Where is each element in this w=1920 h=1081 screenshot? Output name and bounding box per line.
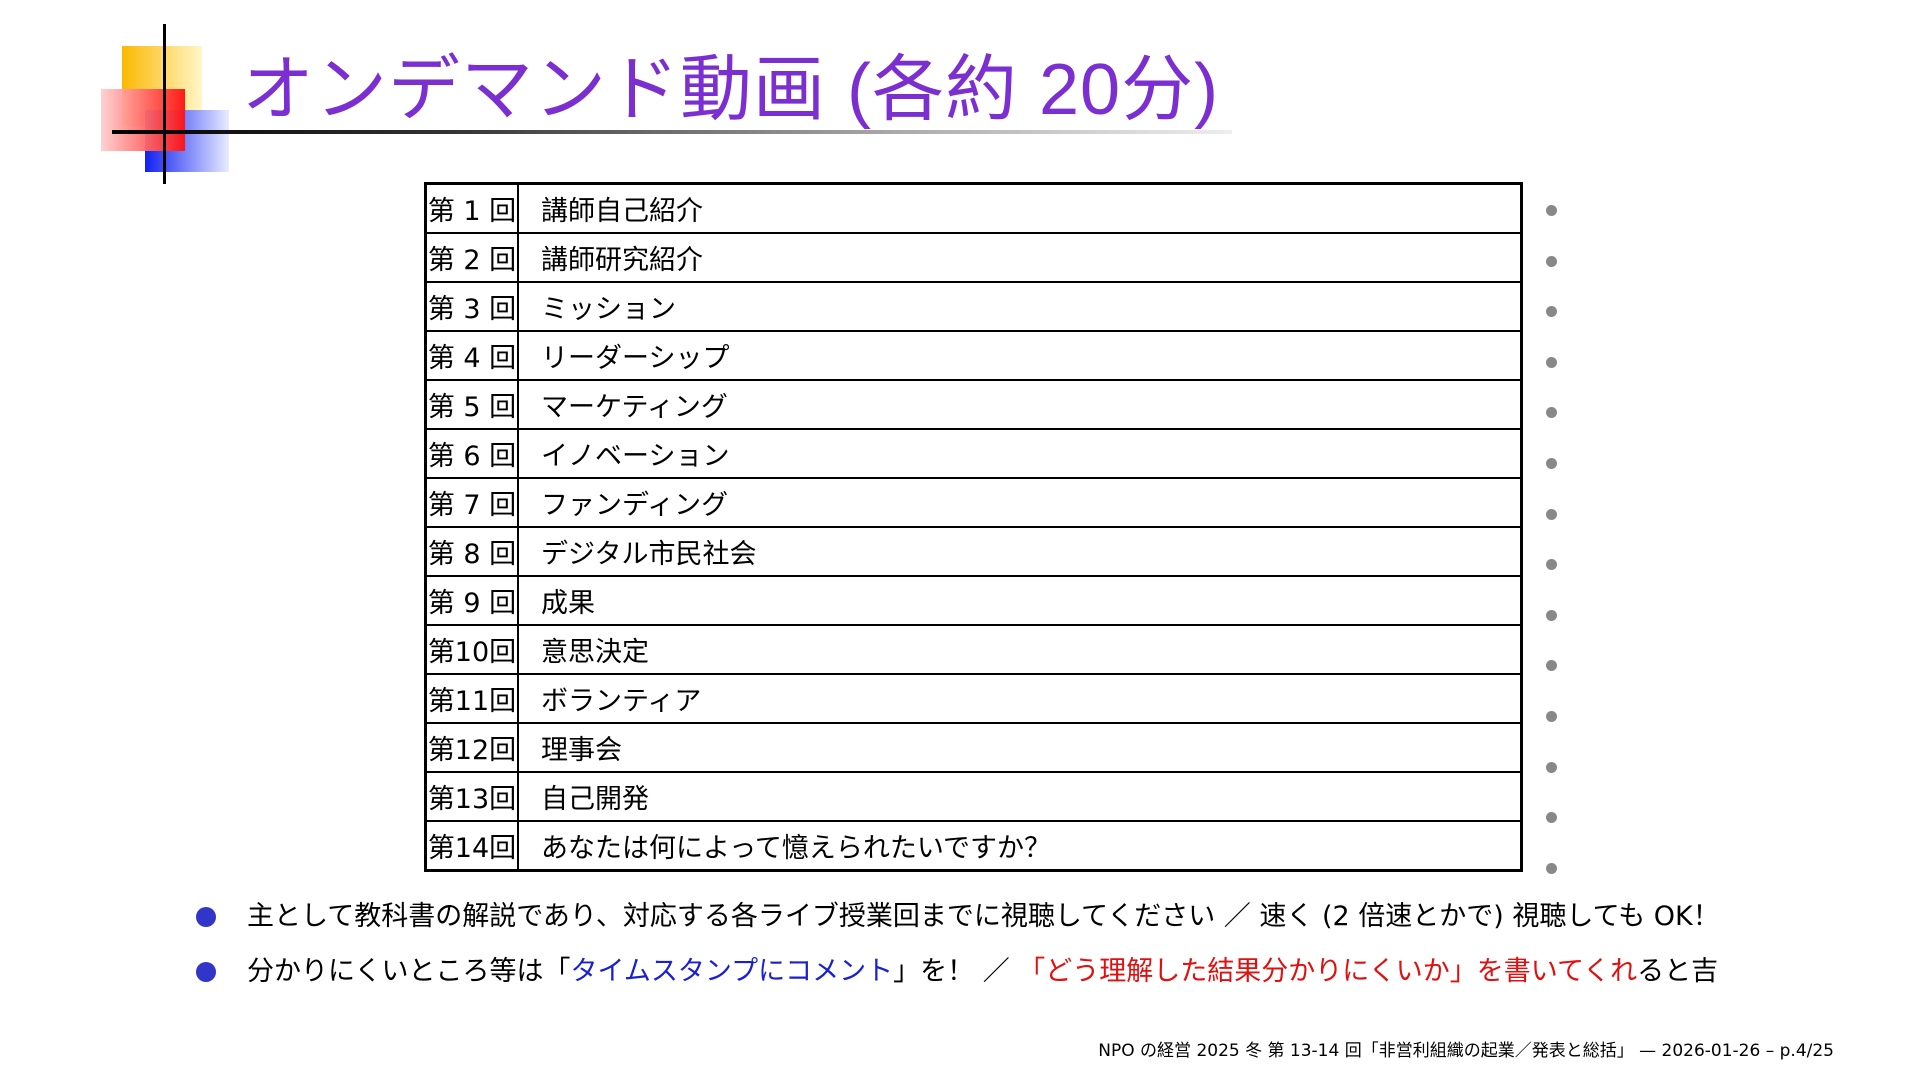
row-dot-icon — [1546, 660, 1557, 672]
bullet-icon — [196, 907, 216, 927]
table-row: 第 6 回イノベーション — [424, 428, 1523, 479]
session-number: 第 5 回 — [424, 379, 519, 430]
row-dot-icon — [1546, 812, 1557, 824]
session-number: 第 8 回 — [424, 526, 519, 577]
vertical-line-decoration — [163, 24, 166, 184]
session-topic: デジタル市民社会 — [517, 526, 1523, 577]
session-number: 第13回 — [424, 771, 519, 822]
slide-title: オンデマンド動画 (各約 20分) — [242, 50, 1220, 130]
table-row: 第 9 回成果 — [424, 575, 1523, 626]
table-row: 第13回 自己開発 — [424, 771, 1523, 822]
bullet-text-post: ると吉 — [1637, 956, 1719, 987]
session-number: 第 1 回 — [424, 182, 519, 234]
session-topic: あなたは何によって憶えられたいですか？ — [517, 820, 1523, 872]
row-dot-icon — [1546, 609, 1557, 621]
bullet-item: 主として教科書の解説であり、対応する各ライブ授業回までに視聴してください ／ 速… — [196, 895, 1720, 950]
table-row: 第 5 回マーケティング — [424, 379, 1523, 430]
row-dot-icon — [1546, 862, 1557, 874]
row-dot-icon — [1546, 559, 1557, 571]
row-dot-icon — [1546, 356, 1557, 368]
bullet-item: 分かりにくいところ等は「タイムスタンプにコメント」を！ ／ 「どう理解した結果分… — [196, 950, 1720, 1005]
session-topic: リーダーシップ — [517, 330, 1523, 381]
session-number: 第 6 回 — [424, 428, 519, 479]
table-row: 第 8 回デジタル市民社会 — [424, 526, 1523, 577]
title-underline — [112, 130, 1232, 134]
row-dot-icon — [1546, 458, 1557, 469]
table-row: 第 3 回ミッション — [424, 281, 1523, 332]
row-dot-icon — [1546, 407, 1557, 419]
table-row: 第 2 回講師研究紹介 — [424, 232, 1523, 283]
session-number: 第14回 — [424, 820, 519, 872]
bullet-icon — [196, 962, 216, 982]
table-row: 第 7 回ファンディング — [424, 477, 1523, 528]
session-number: 第10回 — [424, 624, 519, 675]
table-row: 第11回 ボランティア — [424, 673, 1523, 724]
session-topic: マーケティング — [517, 379, 1523, 430]
session-topic: 理事会 — [517, 722, 1523, 773]
session-topic: ボランティア — [517, 673, 1523, 724]
session-topic: ミッション — [517, 281, 1523, 332]
row-dot-icon — [1546, 711, 1557, 722]
session-number: 第 2 回 — [424, 232, 519, 283]
session-number: 第11回 — [424, 673, 519, 724]
session-topic: 意思決定 — [517, 624, 1523, 675]
row-dot-icon — [1546, 306, 1557, 318]
session-topic: ファンディング — [517, 477, 1523, 528]
session-topic: 講師研究紹介 — [517, 232, 1523, 283]
session-number: 第 9 回 — [424, 575, 519, 626]
session-number: 第 7 回 — [424, 477, 519, 528]
row-dot-icon — [1546, 761, 1557, 773]
table-row: 第10回 意思決定 — [424, 624, 1523, 675]
table-row: 第 4 回リーダーシップ — [424, 330, 1523, 381]
session-topic: 成果 — [517, 575, 1523, 626]
session-number: 第 3 回 — [424, 281, 519, 332]
table-row: 第 1 回講師自己紹介 — [424, 182, 1523, 234]
session-topic: 自己開発 — [517, 771, 1523, 822]
bullet-text-pre: 分かりにくいところ等は「 — [247, 956, 571, 987]
bullet-text: 主として教科書の解説であり、対応する各ライブ授業回までに視聴してください ／ 速… — [247, 901, 1720, 932]
bullet-list: 主として教科書の解説であり、対応する各ライブ授業回までに視聴してください ／ 速… — [196, 895, 1720, 1005]
table-row: 第14回 あなたは何によって憶えられたいですか？ — [424, 820, 1523, 872]
bullet-text-blue: タイムスタンプにコメント — [570, 956, 894, 987]
session-number: 第 4 回 — [424, 330, 519, 381]
session-number: 第12回 — [424, 722, 519, 773]
slide-logo-decoration — [0, 0, 240, 190]
row-dot-icon — [1546, 255, 1557, 267]
session-topic: イノベーション — [517, 428, 1523, 479]
session-topic: 講師自己紹介 — [517, 182, 1523, 234]
slide-footer: NPO の経営 2025 冬 第 13-14 回「非営利組織の起業／発表と総括」… — [1098, 1041, 1834, 1061]
red-square-decoration — [101, 89, 185, 151]
bullet-text-red: 「どう理解した結果分かりにくいか」を書いてくれ — [1018, 956, 1638, 987]
row-dot-icon — [1546, 508, 1557, 520]
table-row: 第12回 理事会 — [424, 722, 1523, 773]
row-dot-icon — [1546, 205, 1557, 216]
bullet-text-mid: 」を！ ／ — [893, 956, 1019, 987]
schedule-table: 第 1 回講師自己紹介第 2 回講師研究紹介第 3 回ミッション第 4 回リーダ… — [424, 182, 1523, 872]
